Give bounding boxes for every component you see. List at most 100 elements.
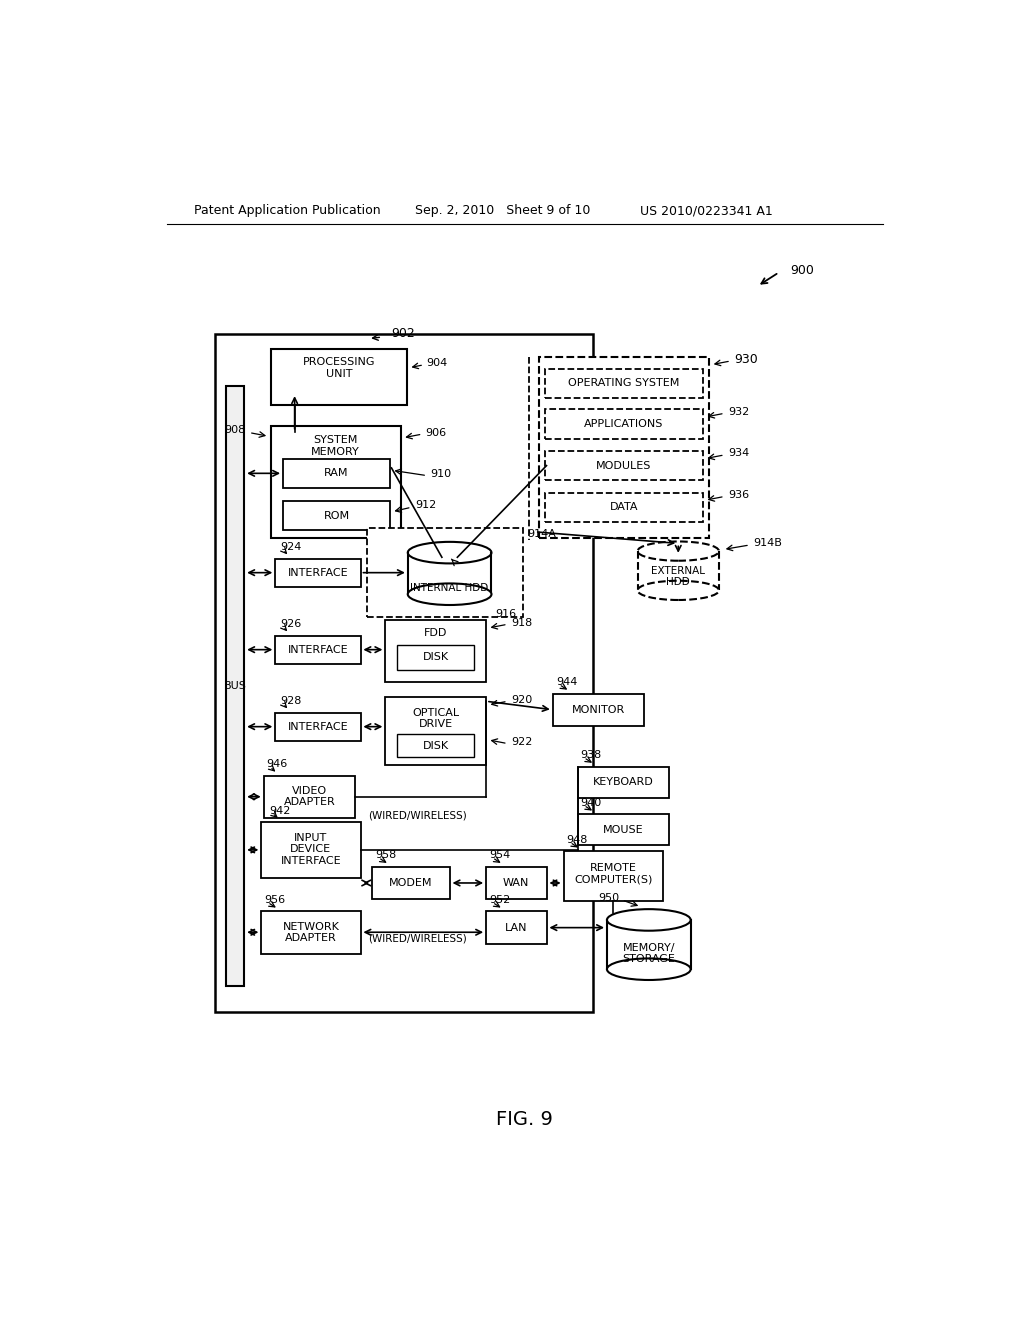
Bar	[578, 767, 669, 797]
Text: (WIRED/WIRELESS): (WIRED/WIRELESS)	[369, 810, 467, 821]
Text: 930: 930	[734, 352, 758, 366]
Text: OPERATING SYSTEM: OPERATING SYSTEM	[568, 379, 680, 388]
Text: MEMORY: MEMORY	[311, 446, 360, 457]
Bar	[545, 409, 703, 438]
Text: ROM: ROM	[324, 511, 349, 520]
Bar	[271, 350, 407, 405]
Bar	[270, 426, 400, 539]
Text: US 2010/0223341 A1: US 2010/0223341 A1	[640, 205, 772, 218]
Text: 914B: 914B	[753, 539, 782, 548]
Text: 950: 950	[598, 892, 620, 903]
Ellipse shape	[408, 543, 492, 564]
Bar	[261, 911, 360, 954]
Bar	[275, 636, 360, 664]
Text: 946: 946	[266, 759, 288, 770]
Text: Sep. 2, 2010   Sheet 9 of 10: Sep. 2, 2010 Sheet 9 of 10	[415, 205, 590, 218]
Bar	[372, 867, 450, 899]
Bar	[283, 459, 390, 488]
Bar	[275, 713, 360, 741]
Text: DISK: DISK	[423, 652, 449, 663]
Bar	[367, 528, 523, 616]
Text: COMPUTER(S): COMPUTER(S)	[574, 875, 652, 884]
Text: 932: 932	[728, 407, 750, 417]
Ellipse shape	[408, 583, 492, 605]
Bar	[486, 867, 547, 899]
Bar	[397, 734, 474, 758]
Bar	[539, 356, 710, 539]
Bar	[563, 851, 663, 902]
Text: 912: 912	[415, 500, 436, 510]
Text: DATA: DATA	[609, 502, 638, 512]
Text: 908: 908	[224, 425, 246, 436]
Text: HDD: HDD	[667, 577, 690, 587]
Text: MONITOR: MONITOR	[571, 705, 625, 714]
Text: 918: 918	[511, 618, 532, 628]
Bar	[545, 451, 703, 480]
Text: APPLICATIONS: APPLICATIONS	[585, 418, 664, 429]
Bar	[261, 822, 360, 878]
Text: 956: 956	[264, 895, 286, 906]
Text: 926: 926	[280, 619, 301, 630]
Text: INTERFACE: INTERFACE	[288, 568, 348, 578]
Text: 958: 958	[375, 850, 396, 861]
Text: EXTERNAL: EXTERNAL	[651, 566, 706, 576]
Text: 934: 934	[728, 449, 750, 458]
Bar	[578, 814, 669, 845]
Text: 944: 944	[556, 677, 578, 686]
Text: 916: 916	[496, 610, 516, 619]
Text: UNIT: UNIT	[326, 370, 352, 379]
Text: REMOTE: REMOTE	[590, 863, 637, 874]
Bar	[275, 558, 360, 586]
Text: PROCESSING: PROCESSING	[303, 356, 376, 367]
Text: INPUT: INPUT	[294, 833, 328, 842]
Text: LAN: LAN	[505, 923, 527, 933]
Text: 924: 924	[280, 543, 301, 552]
Text: 902: 902	[391, 327, 416, 341]
Text: 940: 940	[581, 797, 602, 808]
Text: 914A: 914A	[527, 529, 556, 539]
Ellipse shape	[607, 958, 690, 979]
Text: MODEM: MODEM	[389, 878, 432, 888]
Text: FIG. 9: FIG. 9	[497, 1110, 553, 1129]
Text: 922: 922	[511, 737, 532, 747]
Bar	[263, 776, 355, 818]
Text: ADAPTER: ADAPTER	[284, 797, 335, 807]
Text: 906: 906	[426, 428, 446, 437]
Text: ADAPTER: ADAPTER	[285, 933, 337, 944]
Bar	[385, 620, 486, 682]
Text: INTERFACE: INTERFACE	[288, 722, 348, 731]
Text: 910: 910	[430, 469, 452, 479]
Text: DISK: DISK	[423, 741, 449, 751]
Text: INTERFACE: INTERFACE	[281, 855, 341, 866]
Text: STORAGE: STORAGE	[623, 954, 675, 964]
Text: 900: 900	[791, 264, 814, 277]
Text: DEVICE: DEVICE	[291, 843, 332, 854]
Bar	[545, 492, 703, 521]
Text: MEMORY/: MEMORY/	[623, 942, 675, 953]
Text: KEYBOARD: KEYBOARD	[593, 777, 653, 787]
Text: BUS: BUS	[223, 681, 247, 690]
Text: 928: 928	[280, 696, 301, 706]
Ellipse shape	[638, 541, 719, 561]
Text: FDD: FDD	[424, 628, 447, 639]
Text: 938: 938	[581, 750, 602, 760]
Text: WAN: WAN	[503, 878, 529, 888]
Ellipse shape	[607, 909, 690, 931]
Bar	[385, 697, 486, 766]
Text: 936: 936	[728, 490, 749, 500]
Text: 952: 952	[489, 895, 510, 906]
Text: INTERFACE: INTERFACE	[288, 644, 348, 655]
Text: VIDEO: VIDEO	[292, 787, 327, 796]
Text: 904: 904	[426, 358, 447, 368]
Bar	[215, 334, 593, 1011]
Text: (WIRED/WIRELESS): (WIRED/WIRELESS)	[369, 933, 467, 944]
Bar	[553, 693, 644, 726]
Bar	[397, 645, 474, 669]
Bar	[225, 385, 245, 986]
Text: 954: 954	[489, 850, 510, 861]
Text: MOUSE: MOUSE	[603, 825, 643, 834]
Text: INTERNAL HDD: INTERNAL HDD	[411, 583, 488, 593]
Bar	[486, 912, 547, 944]
Text: NETWORK: NETWORK	[283, 921, 339, 932]
Text: SYSTEM: SYSTEM	[313, 436, 357, 445]
